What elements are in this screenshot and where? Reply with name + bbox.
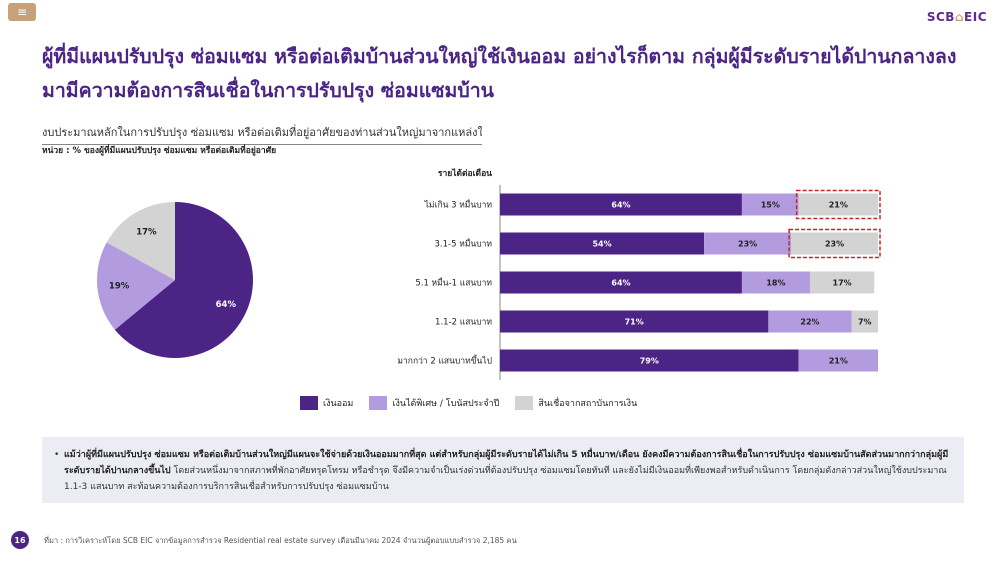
bar-value-label: 54% xyxy=(592,240,611,249)
bullet: • xyxy=(54,450,60,460)
bar-segment xyxy=(741,271,810,294)
legend-item-loan: สินเชื่อจากสถาบันการเงิน xyxy=(515,396,637,410)
bar-segment xyxy=(500,349,799,372)
bar-segment xyxy=(851,310,878,333)
pie-slice-label: 64% xyxy=(216,300,237,310)
chart-legend: เงินออม เงินได้พิเศษ / โบนัสประจำปี สินเ… xyxy=(300,396,637,410)
category-label: 3.1-5 หมื่นบาท xyxy=(435,238,493,250)
category-axis-title: รายได้ต่อเดือน xyxy=(438,168,492,179)
category-label: ไม่เกิน 3 หมื่นบาท xyxy=(424,199,493,211)
bar-value-label: 15% xyxy=(761,201,780,210)
pie-slice-label: 19% xyxy=(109,281,130,291)
bar-value-label: 23% xyxy=(738,240,757,249)
bar-segment xyxy=(500,271,742,294)
bar-value-label: 22% xyxy=(800,318,819,327)
category-label: 5.1 หมื่น-1 แสนบาท xyxy=(415,277,492,289)
bar-segment xyxy=(809,271,875,294)
bar-value-label: 79% xyxy=(640,357,659,366)
legend-label: สินเชื่อจากสถาบันการเงิน xyxy=(538,399,638,409)
bar-value-label: 64% xyxy=(611,279,630,288)
bar-value-label: 21% xyxy=(829,201,848,210)
bar-segment xyxy=(500,232,705,255)
legend-swatch xyxy=(515,396,534,410)
legend-swatch xyxy=(369,396,388,410)
bar-segment xyxy=(741,193,799,216)
chart-subtitle: งบประมาณหลักในการปรับปรุง ซ่อมแซม หรือต่… xyxy=(42,123,482,145)
legend-item-savings: เงินออม xyxy=(300,396,353,410)
bar-segment xyxy=(500,310,769,333)
key-takeaway-box: • แม้ว่าผู้ที่มีแผนปรับปรุง ซ่อมแซม หรือ… xyxy=(42,437,964,503)
unit-label: หน่วย : % ของผู้ที่มีแผนปรับปรุง ซ่อมแซม… xyxy=(42,146,277,156)
bar-value-label: 71% xyxy=(625,318,644,327)
legend-item-bonus: เงินได้พิเศษ / โบนัสประจำปี xyxy=(369,396,499,410)
bar-segment xyxy=(798,349,878,372)
menu-icon: ≡ xyxy=(16,5,28,19)
bar-value-label: 23% xyxy=(825,240,844,249)
bar-segment xyxy=(500,193,742,216)
page-title: ผู้ที่มีแผนปรับปรุง ซ่อมแซม หรือต่อเติมบ… xyxy=(42,45,957,102)
logo: SCB⌂EIC xyxy=(926,10,987,24)
bar-segment xyxy=(704,232,792,255)
category-label: 1.1-2 แสนบาท xyxy=(435,318,492,328)
menu-button[interactable]: ≡ xyxy=(8,3,36,21)
pie-slice xyxy=(106,202,175,280)
pie-chart: 64% 19% 17% xyxy=(97,202,253,359)
bar-value-label: 17% xyxy=(833,279,852,288)
page-number: 16 xyxy=(11,531,29,549)
legend-label: เงินออม xyxy=(323,399,354,409)
pie-slice-label: 17% xyxy=(136,228,157,238)
takeaway-text: โดยส่วนหนึ่งมาจากสภาพที่พักอาศัยทรุดโทรม… xyxy=(64,466,947,492)
legend-label: เงินได้พิเศษ / โบนัสประจำปี xyxy=(392,399,500,409)
bar-value-label: 18% xyxy=(766,279,785,288)
highlight-box xyxy=(788,228,881,259)
bar-value-label: 21% xyxy=(829,357,848,366)
category-label: มากกว่า 2 แสนบาทขึ้นไป xyxy=(397,355,492,367)
pie-slice xyxy=(97,242,175,330)
bar-value-label: 7% xyxy=(858,318,872,327)
highlight-box xyxy=(795,189,881,220)
takeaway-bold: แม้ว่าผู้ที่มีแผนปรับปรุง ซ่อมแซม หรือต่… xyxy=(64,450,949,476)
bar-value-label: 64% xyxy=(611,201,630,210)
pie-slice xyxy=(114,202,253,359)
legend-swatch xyxy=(300,396,318,410)
bar-segment xyxy=(798,193,878,216)
source-note: ที่มา : การวิเคราะห์โดย SCB EIC จากข้อมู… xyxy=(44,536,517,545)
bar-segment xyxy=(791,232,878,255)
bar-segment xyxy=(768,310,852,333)
